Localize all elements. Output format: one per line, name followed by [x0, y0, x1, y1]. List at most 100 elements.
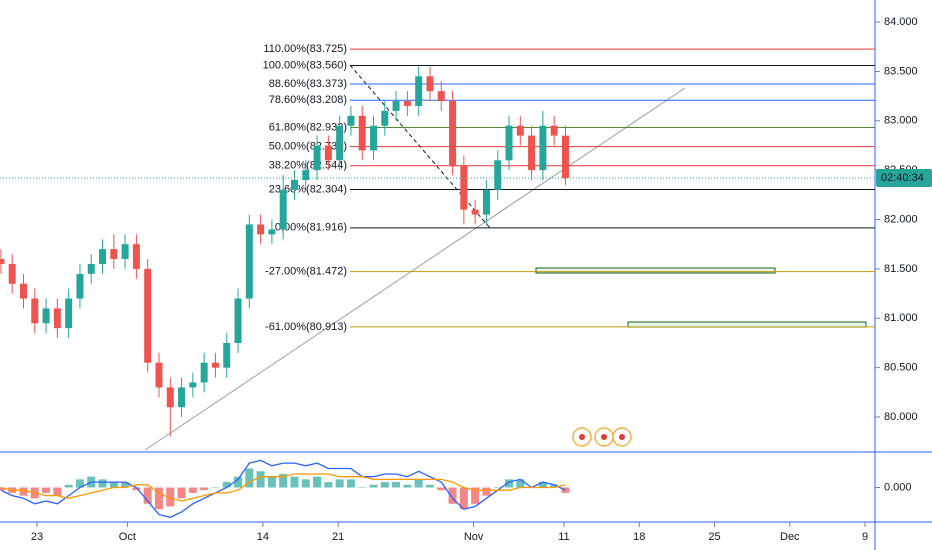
- histogram-bar: [279, 473, 288, 488]
- histogram-bar: [98, 479, 107, 488]
- fib-level-label: -61.00%(80.913): [265, 321, 347, 333]
- fib-level-label: 23.60%(82.304): [269, 183, 347, 195]
- fib-level-label: -27.00%(81.472): [265, 266, 347, 278]
- histogram-bar: [42, 487, 51, 493]
- candle: [245, 214, 253, 309]
- histogram-bar: [143, 487, 152, 504]
- candle: [166, 377, 174, 437]
- candle-body: [65, 298, 73, 329]
- candle-body: [347, 115, 355, 126]
- candle: [528, 125, 536, 181]
- histogram-bar: [256, 471, 265, 488]
- histogram-bar: [313, 476, 322, 488]
- candle-body: [561, 135, 569, 179]
- candle: [99, 239, 107, 274]
- candle: [415, 66, 423, 116]
- candle: [324, 135, 332, 171]
- candle: [358, 105, 366, 161]
- candle: [403, 91, 411, 116]
- candle-body: [121, 244, 129, 260]
- macd-line: [0, 473, 566, 502]
- candle-body: [53, 308, 61, 329]
- candle: [144, 259, 152, 373]
- histogram-bar: [550, 484, 559, 488]
- histogram-bar: [493, 487, 502, 488]
- candle-body: [189, 382, 197, 388]
- x-tick-label: 25: [708, 531, 720, 543]
- histogram-bar: [448, 487, 457, 504]
- trend-line: [144, 87, 686, 451]
- candle-body: [494, 160, 502, 190]
- histogram-bar: [482, 487, 491, 496]
- countdown-box: [876, 169, 932, 188]
- x-tick-label: 23: [31, 531, 43, 543]
- histogram-bar: [437, 487, 446, 491]
- histogram-bar: [75, 479, 84, 488]
- candle-body: [279, 189, 287, 230]
- candle: [234, 288, 242, 353]
- candle-body: [539, 125, 547, 171]
- candle: [290, 170, 298, 200]
- candle: [53, 298, 61, 339]
- histogram-bar: [471, 487, 480, 504]
- candle-body: [392, 101, 400, 111]
- candle-body: [245, 224, 253, 299]
- candle-body: [223, 342, 231, 368]
- candle-body: [42, 308, 50, 324]
- candle: [494, 150, 502, 200]
- candle: [189, 372, 197, 398]
- candle-body: [336, 125, 344, 161]
- y-tick-label: 83.000: [884, 115, 918, 127]
- candle: [268, 219, 276, 245]
- candle-body: [381, 110, 389, 126]
- event-icon: [579, 434, 585, 440]
- fib-level-label: 38.20%(82.544): [269, 160, 347, 172]
- candle-body: [449, 101, 457, 166]
- candle-body: [268, 229, 276, 235]
- candle: [505, 115, 513, 171]
- histogram-bar: [425, 484, 434, 488]
- histogram-bar: [459, 487, 468, 510]
- histogram-bar: [324, 482, 333, 488]
- candle-body: [234, 298, 242, 343]
- candle-body: [426, 76, 434, 92]
- candle: [539, 110, 547, 181]
- histogram-bar: [166, 487, 175, 507]
- y-tick-label: 84.000: [884, 16, 918, 28]
- candle: [426, 66, 434, 102]
- histogram-bar: [403, 484, 412, 488]
- y-tick-label: 81.000: [884, 312, 918, 324]
- histogram-bar: [109, 482, 118, 488]
- candle: [87, 254, 95, 284]
- candle-body: [76, 273, 84, 299]
- candle: [471, 199, 479, 225]
- x-tick-label: 14: [257, 531, 269, 543]
- candle-body: [313, 145, 321, 171]
- candle: [449, 91, 457, 176]
- y-tick-label: 80.500: [884, 362, 918, 374]
- candle-body: [516, 125, 524, 136]
- histogram-bar: [177, 487, 186, 499]
- candle: [279, 175, 287, 240]
- candle: [110, 234, 118, 269]
- candle-body: [132, 244, 140, 269]
- candle: [132, 234, 140, 279]
- countdown-label: 02:40:34: [881, 172, 924, 184]
- event-icon: [601, 434, 607, 440]
- histogram-bar: [234, 476, 243, 488]
- candle: [460, 155, 468, 225]
- candle-body: [144, 268, 152, 363]
- x-tick-label: 18: [633, 531, 645, 543]
- histogram-bar: [245, 468, 254, 488]
- histogram-bar: [267, 476, 276, 488]
- candle: [392, 91, 400, 121]
- event-icon: [619, 434, 625, 440]
- candle: [19, 273, 27, 309]
- candle-body: [178, 387, 186, 408]
- macd-line: [0, 459, 566, 518]
- candle: [178, 377, 186, 418]
- candle-body: [290, 180, 298, 190]
- candle: [155, 352, 163, 398]
